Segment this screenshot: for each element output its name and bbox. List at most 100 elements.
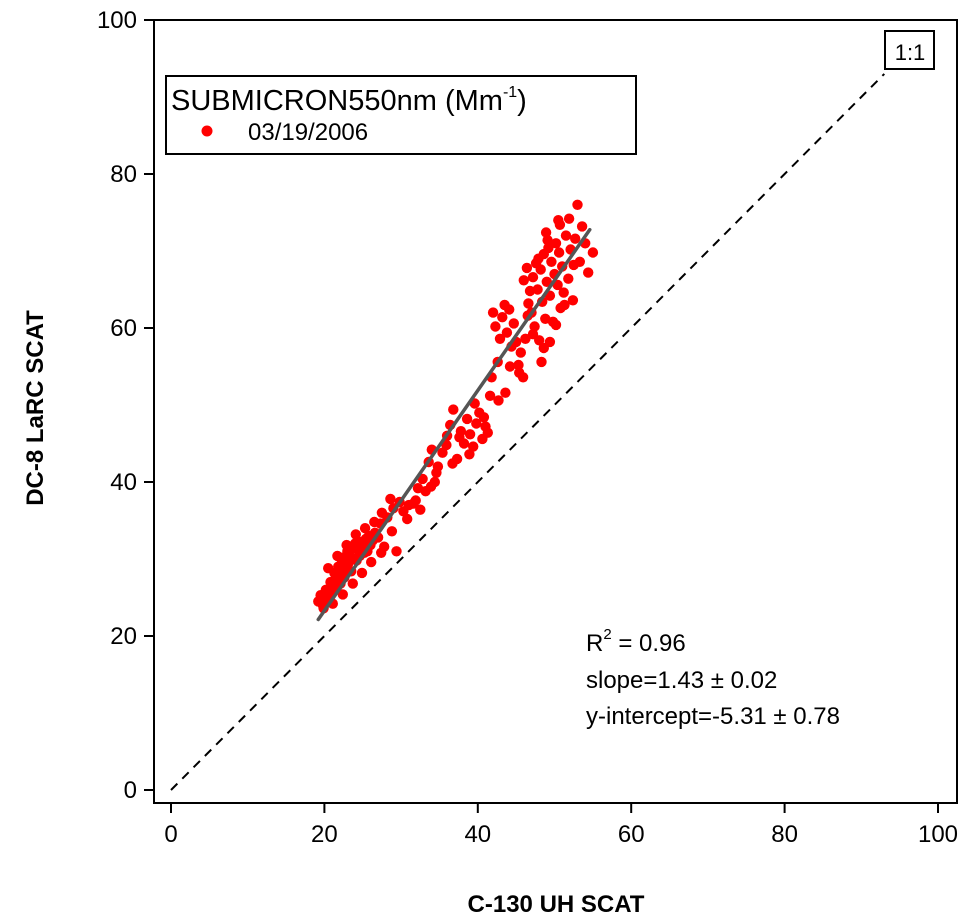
data-point bbox=[484, 390, 496, 401]
one-to-one-line bbox=[170, 73, 886, 791]
x-axis-title: C-130 UH SCAT bbox=[468, 891, 645, 918]
data-point bbox=[415, 504, 426, 515]
legend-title-sup: -1 bbox=[503, 84, 517, 101]
data-point bbox=[514, 367, 525, 378]
y-tick-label: 100 bbox=[97, 7, 137, 34]
data-point bbox=[425, 481, 437, 492]
data-point bbox=[550, 319, 562, 331]
data-point bbox=[376, 547, 387, 558]
data-point bbox=[437, 447, 448, 458]
data-point bbox=[391, 546, 402, 557]
data-point bbox=[341, 539, 352, 551]
y-axis-title: DC-8 LaRC SCAT bbox=[22, 310, 49, 506]
data-point bbox=[558, 287, 569, 298]
legend-entry-label: 03/19/2006 bbox=[248, 119, 368, 146]
data-point bbox=[536, 356, 547, 368]
plot-frame bbox=[153, 19, 958, 804]
one-to-one-dashed-line bbox=[170, 73, 886, 791]
data-point bbox=[527, 329, 539, 340]
data-point bbox=[570, 233, 581, 244]
data-point bbox=[482, 427, 493, 438]
r-squared-value: = 0.96 bbox=[612, 630, 686, 657]
r-squared-prefix: R bbox=[586, 630, 603, 657]
data-point bbox=[568, 259, 579, 271]
data-point bbox=[508, 318, 519, 329]
data-point bbox=[544, 336, 556, 348]
data-point bbox=[587, 247, 599, 258]
slope-text: slope=1.43 ± 0.02 bbox=[586, 667, 777, 694]
axis-ticks: 0 20 40 60 80 100 0 20 40 60 80 100 bbox=[97, 7, 958, 848]
data-point bbox=[461, 413, 473, 425]
x-tick-label: 100 bbox=[918, 821, 958, 848]
data-point bbox=[350, 529, 361, 540]
y-tick-label: 80 bbox=[110, 161, 137, 188]
regression-line bbox=[316, 227, 592, 622]
data-point bbox=[464, 449, 475, 460]
data-point bbox=[490, 321, 501, 332]
one-to-one-label: 1:1 bbox=[895, 40, 926, 65]
data-point bbox=[520, 333, 531, 344]
y-tick-label: 20 bbox=[110, 623, 137, 650]
data-point bbox=[523, 298, 534, 309]
intercept-text: y-intercept=-5.31 ± 0.78 bbox=[586, 703, 840, 730]
legend-box bbox=[165, 75, 637, 155]
data-point bbox=[359, 523, 371, 534]
data-point bbox=[337, 589, 348, 600]
data-point bbox=[323, 563, 334, 574]
data-point bbox=[513, 359, 524, 371]
data-point bbox=[518, 275, 529, 286]
legend-title-close: ) bbox=[517, 85, 527, 117]
data-point bbox=[494, 333, 506, 344]
data-point bbox=[540, 227, 552, 238]
data-point bbox=[448, 404, 459, 415]
y-tick-label: 60 bbox=[110, 315, 137, 342]
data-point bbox=[504, 304, 515, 315]
data-point bbox=[533, 253, 544, 264]
data-point bbox=[532, 284, 543, 295]
data-point bbox=[550, 238, 562, 249]
data-point bbox=[501, 327, 513, 338]
data-point bbox=[356, 567, 368, 579]
data-point bbox=[560, 230, 572, 241]
data-point bbox=[546, 256, 557, 267]
data-point bbox=[563, 273, 574, 284]
data-point bbox=[567, 295, 579, 306]
data-point bbox=[553, 215, 564, 226]
data-point bbox=[527, 272, 539, 283]
data-point bbox=[386, 526, 398, 537]
data-point bbox=[553, 247, 565, 258]
fit-line bbox=[316, 227, 592, 622]
data-points bbox=[313, 199, 599, 614]
data-point bbox=[493, 395, 504, 406]
data-point bbox=[542, 235, 553, 246]
data-point bbox=[468, 441, 479, 452]
data-point bbox=[576, 221, 588, 232]
y-tick-label: 40 bbox=[110, 469, 137, 496]
r-squared-text: R2 = 0.96 bbox=[586, 626, 686, 657]
data-point bbox=[541, 276, 552, 287]
data-point bbox=[347, 578, 358, 589]
data-point bbox=[447, 458, 458, 469]
x-tick-label: 20 bbox=[311, 821, 338, 848]
x-tick-label: 60 bbox=[618, 821, 645, 848]
data-point bbox=[543, 242, 554, 254]
data-point bbox=[441, 439, 452, 451]
data-point bbox=[402, 513, 413, 525]
data-point bbox=[385, 493, 396, 505]
data-point bbox=[500, 387, 511, 398]
x-tick-label: 0 bbox=[164, 821, 177, 848]
data-point bbox=[471, 418, 482, 429]
data-point bbox=[478, 412, 490, 423]
data-point bbox=[559, 299, 570, 311]
data-point bbox=[487, 307, 499, 318]
y-tick-label: 0 bbox=[124, 777, 137, 804]
one-to-one-label-box bbox=[884, 30, 935, 70]
data-point bbox=[563, 213, 575, 224]
data-point bbox=[431, 467, 442, 478]
data-point bbox=[572, 199, 583, 210]
data-point bbox=[583, 267, 594, 278]
data-point bbox=[521, 262, 533, 274]
data-point bbox=[332, 550, 343, 562]
data-point bbox=[454, 432, 465, 443]
